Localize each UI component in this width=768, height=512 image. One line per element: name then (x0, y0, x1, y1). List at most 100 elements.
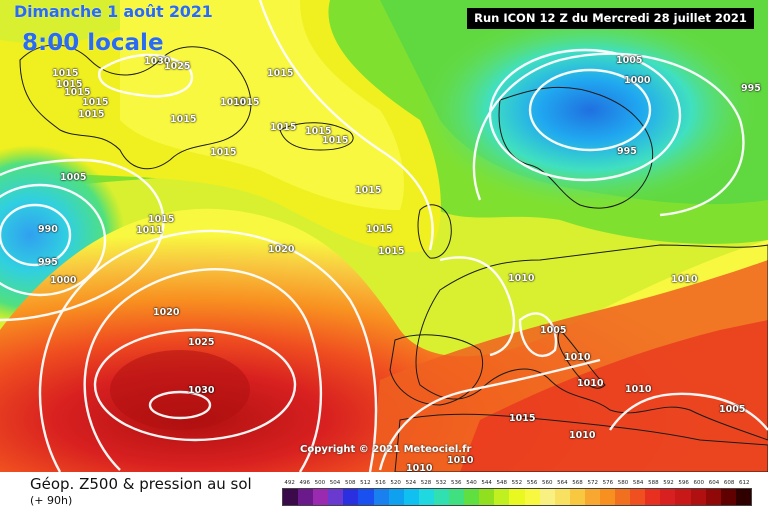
pressure-label: 1005 (60, 172, 87, 183)
scale-swatch (494, 489, 510, 505)
scale-label: 612 (739, 480, 750, 486)
scale-swatch (328, 489, 344, 505)
pressure-label: 995 (741, 83, 761, 94)
scale-label: 560 (541, 480, 553, 486)
pressure-label: 1005 (540, 325, 567, 336)
pressure-label: 1010 (625, 384, 652, 395)
scale-label: 508 (344, 480, 356, 486)
pressure-label: 1010 (564, 352, 591, 363)
scale-label: 524 (405, 480, 417, 486)
pressure-label: 1015 (378, 246, 405, 257)
pressure-label: 1010 (406, 463, 433, 472)
weather-map: Dimanche 1 août 2021 8:00 locale Run ICO… (0, 0, 768, 472)
pressure-label: 995 (38, 257, 58, 268)
pressure-label: 1015 (366, 224, 393, 235)
scale-swatch (554, 489, 570, 505)
scale-swatch (449, 489, 465, 505)
scale-swatch (509, 489, 525, 505)
scale-label: 548 (496, 480, 508, 486)
pressure-label: 1015 (64, 87, 91, 98)
scale-swatch (690, 489, 706, 505)
pressure-label: 1010 (577, 378, 604, 389)
model-run-label: Run ICON 12 Z du Mercredi 28 juillet 202… (467, 8, 754, 29)
pressure-label: 1015 (355, 185, 382, 196)
pressure-label: 1015 (267, 68, 294, 79)
pressure-label: 1010 (447, 455, 474, 466)
scale-swatch (720, 489, 736, 505)
pressure-label: 1010 (671, 274, 698, 285)
scale-label: 608 (723, 480, 735, 486)
scale-label: 564 (557, 480, 568, 486)
scale-swatch (539, 489, 555, 505)
pressure-label: 1015 (220, 97, 247, 108)
scale-swatch (569, 489, 585, 505)
scale-label: 584 (632, 480, 644, 486)
pressure-label: 1015 (322, 135, 349, 146)
scale-swatch (403, 489, 419, 505)
scale-swatch (418, 489, 434, 505)
pressure-label: 1015 (233, 97, 260, 108)
scale-swatch (313, 489, 329, 505)
pressure-label: 1015 (148, 214, 175, 225)
pressure-label: 1015 (509, 413, 536, 424)
scale-swatch (705, 489, 721, 505)
map-canvas (0, 0, 768, 472)
scale-labels: 492 496 500 504 508 512 516 520 524 528 532 536 540 5… (282, 478, 752, 488)
scale-swatch (675, 489, 691, 505)
forecast-time: 8:00 locale (22, 30, 164, 56)
scale-label: 532 (435, 480, 447, 486)
scale-swatch (615, 489, 631, 505)
pressure-label: 995 (617, 146, 637, 157)
pressure-label: 1025 (188, 337, 215, 348)
pressure-label: 1030 (188, 385, 215, 396)
scale-swatch (464, 489, 480, 505)
scale-swatch (373, 489, 389, 505)
scale-label: 580 (617, 480, 629, 486)
scale-swatch (524, 489, 540, 505)
scale-swatch (388, 489, 404, 505)
scale-label: 500 (314, 480, 326, 486)
color-scale-legend: 492 496 500 504 508 512 516 520 524 528 532 536 540 5… (282, 478, 752, 512)
scale-label: 492 (284, 480, 295, 486)
scale-swatch (584, 489, 600, 505)
scale-label: 544 (481, 480, 492, 486)
scale-swatches (282, 488, 752, 506)
scale-label: 504 (329, 480, 341, 486)
pressure-label: 990 (38, 224, 58, 235)
scale-label: 572 (587, 480, 598, 486)
scale-label: 568 (572, 480, 583, 486)
scale-label: 516 (375, 480, 386, 486)
scale-label: 512 (360, 480, 371, 486)
scale-label: 520 (390, 480, 401, 486)
copyright-text: Copyright © 2021 Meteociel.fr (300, 444, 472, 455)
pressure-label: 1010 (569, 430, 596, 441)
scale-label: 588 (648, 480, 659, 486)
scale-swatch (433, 489, 450, 505)
pressure-label: 1005 (616, 55, 643, 66)
scale-swatch (283, 489, 299, 505)
scale-label: 556 (526, 480, 538, 486)
pressure-label: 1015 (82, 97, 109, 108)
pressure-label: 1015 (270, 122, 297, 133)
scale-swatch (630, 489, 646, 505)
scale-label: 596 (678, 480, 689, 486)
product-title: Géop. Z500 & pression au sol (30, 475, 252, 493)
pressure-label: 1000 (624, 75, 651, 86)
forecast-hour: (+ 90h) (30, 494, 73, 507)
pressure-label: 1030 (144, 56, 171, 67)
pressure-label: 1000 (50, 275, 77, 286)
pressure-label: 1015 (56, 79, 83, 90)
pressure-label: 1015 (305, 126, 332, 137)
scale-label: 600 (693, 480, 705, 486)
forecast-date: Dimanche 1 août 2021 (14, 2, 213, 21)
pressure-label: 1015 (52, 68, 79, 79)
scale-label: 540 (466, 480, 477, 486)
scale-label: 592 (663, 480, 674, 486)
scale-swatch (735, 489, 751, 505)
scale-swatch (479, 489, 495, 505)
scale-label: 536 (451, 480, 462, 486)
pressure-label: 1010 (508, 273, 535, 284)
pressure-label: 1005 (719, 404, 746, 415)
map-footer: Géop. Z500 & pression au sol (+ 90h) 492… (0, 472, 768, 512)
scale-swatch (343, 489, 359, 505)
